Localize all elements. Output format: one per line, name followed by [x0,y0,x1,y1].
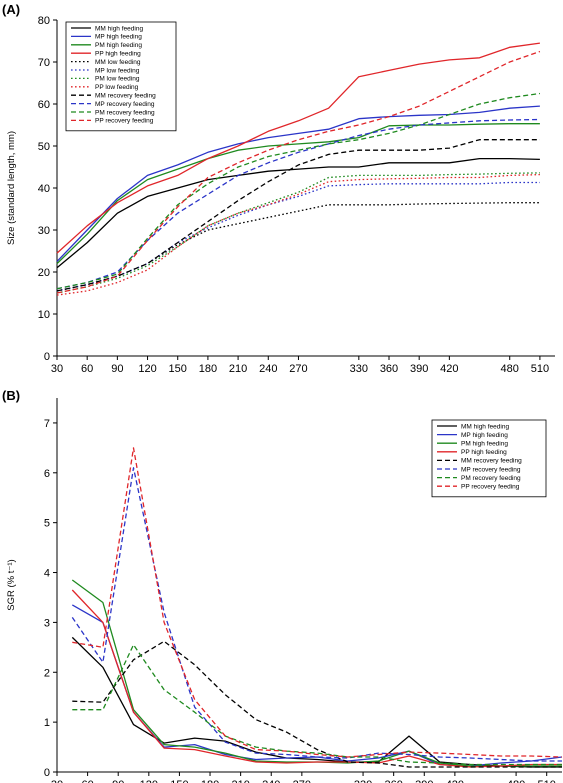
y-tick-label: 1 [44,717,50,729]
y-tick-label: 10 [38,309,50,321]
legend-entry: PP high feeding [95,51,141,58]
series-line-pm-recovery-feeding [56,92,540,290]
x-tick-label: 60 [81,779,93,783]
series-line-mp-recovery-feeding [56,118,540,290]
legend-entry: PP recovery feeding [461,484,520,491]
legend-entry: MM recovery feeding [95,93,156,100]
legend-box [431,419,547,498]
y-tick-label: 3 [44,617,50,629]
y-tick-label: 6 [44,468,50,480]
legend-entry: PM recovery feeding [95,109,155,116]
legend-entry: MM high feeding [461,423,509,430]
panel-label: (B) [2,388,20,403]
legend-entry: MP low feeding [95,67,140,74]
x-tick-label: 510 [538,779,556,783]
series-line-pp-recovery-feeding [56,50,541,294]
y-tick-label: 60 [38,99,50,111]
x-tick-label: 330 [354,779,372,783]
series-line-pp-recovery-feeding [72,447,563,758]
series-line-pm-high-feeding [56,123,540,265]
series-line-mm-low-feeding [56,202,540,292]
x-tick-label: 360 [380,363,398,375]
y-tick-label: 2 [44,667,50,679]
legend-entry: PP high feeding [461,449,507,456]
series-line-mp-high-feeding [71,604,563,767]
y-axis-title: SGR (% t⁻¹) [6,559,17,610]
y-tick-label: 50 [38,141,50,153]
y-tick-label: 80 [38,15,50,27]
series-line-mp-low-feeding [56,181,540,292]
y-tick-label: 0 [44,767,50,779]
legend-entry: MM recovery feeding [461,458,522,465]
x-tick-label: 270 [293,779,311,783]
legend-entry: PP recovery feeding [95,118,154,125]
legend-box [65,21,177,132]
series-line-mm-high-feeding [71,636,562,768]
x-tick-label: 150 [169,363,187,375]
x-tick-label: 510 [531,363,549,375]
series-line-mp-recovery-feeding [71,467,562,762]
series-line-mm-recovery-feeding [56,139,540,292]
x-tick-label: 390 [410,363,428,375]
x-tick-label: 60 [81,363,93,375]
legend-entry: MP high feeding [461,432,508,439]
x-tick-label: 30 [51,363,63,375]
y-axis-title: Size (standard length, mm) [6,131,17,245]
legend-entry: PP low feeding [95,84,139,91]
series-line-pp-low-feeding [56,173,540,296]
x-tick-label: 420 [440,363,458,375]
series-line-pm-recovery-feeding [72,644,562,766]
y-tick-label: 70 [38,57,50,69]
x-tick-label: 150 [170,779,188,783]
x-tick-label: 120 [138,363,156,375]
panel-label: (A) [2,2,20,17]
x-tick-label: 240 [262,779,280,783]
series-line-mm-recovery-feeding [72,640,562,768]
x-tick-label: 30 [51,779,63,783]
series-line-pp-high-feeding [71,589,562,768]
x-tick-label: 360 [384,779,402,783]
x-tick-label: 240 [259,363,277,375]
x-tick-label: 330 [350,363,368,375]
legend-entry: PM low feeding [95,76,140,83]
y-tick-label: 30 [38,225,50,237]
legend-entry: MP recovery feeding [95,101,155,108]
x-tick-label: 480 [507,779,525,783]
x-tick-label: 390 [415,779,433,783]
y-tick-label: 0 [44,351,50,363]
series-line-pm-high-feeding [71,579,562,767]
x-tick-label: 180 [201,779,219,783]
legend-entry: PM recovery feeding [461,475,521,482]
chart-panel-a: (A) 0 10 20 30 40 50 60 70 80 30 60 90 120 150 180 210 24… [2,2,555,375]
x-tick-label: 210 [231,779,249,783]
y-tick-label: 7 [44,418,50,430]
series-line-mp-high-feeding [56,105,540,262]
x-tick-label: 180 [199,363,217,375]
y-tick-label: 4 [44,568,50,580]
legend-entry: MM low feeding [95,59,141,66]
legend-entry: PM high feeding [95,42,142,49]
x-tick-label: 120 [140,779,158,783]
x-tick-label: 90 [111,363,123,375]
legend-entry: PM high feeding [461,441,508,448]
x-tick-label: 270 [289,363,307,375]
series-line-mm-high-feeding [56,157,540,269]
legend-entry: MP recovery feeding [461,466,521,473]
series-line-pp-high-feeding [56,42,540,254]
x-tick-label: 420 [446,779,464,783]
y-tick-label: 40 [38,183,50,195]
chart-panel-b: (B) 0 1 2 3 4 5 6 7 30 60 90 120 150 180 210 240 270 330 36… [2,388,563,783]
x-tick-label: 210 [229,363,247,375]
y-tick-label: 5 [44,518,50,530]
x-tick-label: 480 [501,363,519,375]
legend-entry: MP high feeding [95,34,142,41]
series-line-pm-low-feeding [56,172,540,294]
legend-entry: MM high feeding [95,25,143,32]
x-tick-label: 90 [112,779,124,783]
y-tick-label: 20 [38,267,50,279]
